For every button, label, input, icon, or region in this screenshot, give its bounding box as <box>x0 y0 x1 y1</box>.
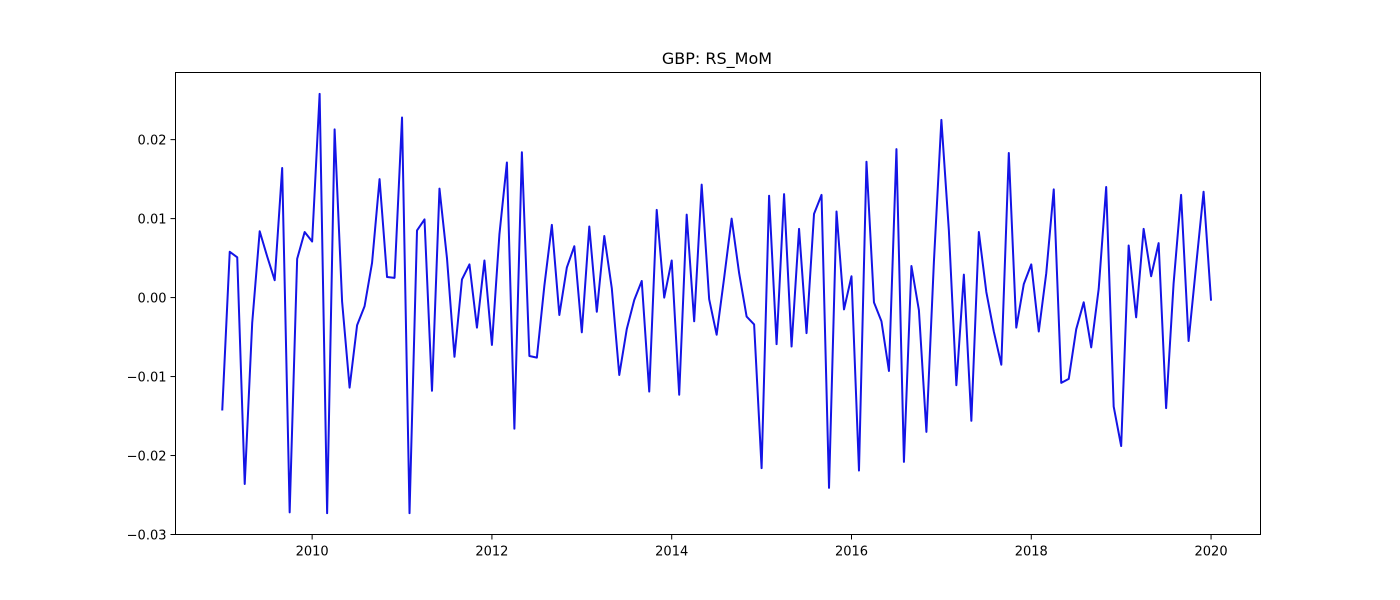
y-tick-label: 0.00 <box>138 292 167 307</box>
x-tick-label: 2014 <box>655 545 688 560</box>
x-tick-label: 2016 <box>835 545 868 560</box>
x-tick-label: 2012 <box>475 545 508 560</box>
y-tick-label: −0.03 <box>127 529 167 544</box>
x-tick-label: 2020 <box>1195 545 1228 560</box>
y-tick-label: −0.01 <box>127 371 167 386</box>
y-axis: −0.03 −0.02 −0.01 0.00 0.01 0.02 <box>127 134 176 544</box>
series-line-0 <box>221 92 1213 515</box>
y-tick-label: 0.01 <box>138 213 167 228</box>
x-tick-label: 2018 <box>1015 545 1048 560</box>
y-tick-label: 0.02 <box>138 134 167 149</box>
x-tick-label: 2010 <box>296 545 329 560</box>
plot-area-frame <box>175 72 1261 535</box>
y-tick-label: −0.02 <box>127 450 167 465</box>
series-group <box>221 92 1213 515</box>
chart-title: GBP: RS_MoM <box>662 49 772 69</box>
x-axis: 2010 2012 2014 2016 2018 2020 <box>296 534 1228 560</box>
